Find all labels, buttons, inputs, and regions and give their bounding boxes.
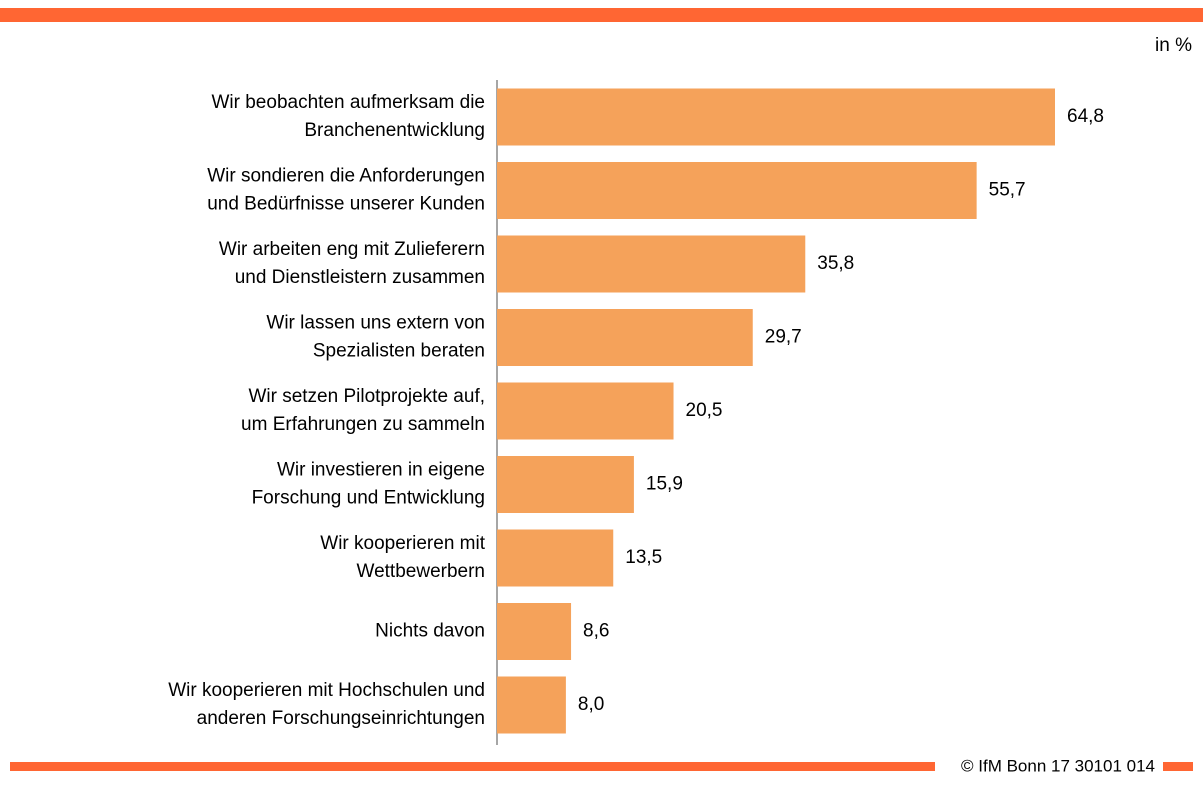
top-band	[0, 8, 1203, 22]
value-label: 8,6	[583, 621, 609, 642]
bar	[497, 309, 753, 366]
bottom-band	[10, 762, 935, 771]
value-label: 8,0	[578, 694, 604, 715]
bar	[497, 529, 614, 587]
bottom-band-end	[1163, 762, 1193, 771]
value-label: 64,8	[1067, 106, 1104, 127]
category-label: Wir arbeiten eng mit Zulieferern und Dien…	[219, 239, 485, 288]
bar	[497, 603, 572, 660]
value-label: 35,8	[817, 253, 854, 274]
bar	[497, 88, 1055, 146]
category-label: Wir kooperieren mit Hochschulen und ander…	[168, 680, 485, 729]
value-label: 15,9	[646, 474, 683, 495]
category-label: Wir beobachten aufmerksam die Branchenent…	[211, 92, 485, 141]
category-label: Wir setzen Pilotprojekte auf, um Erfahrun…	[241, 386, 485, 435]
unit-label: in %	[1155, 35, 1192, 56]
category-label: Wir sondieren die Anforderungen und Bedür…	[207, 166, 485, 215]
value-label: 20,5	[686, 400, 723, 421]
bar	[497, 676, 566, 734]
category-label: Wir investieren in eigene Forschung und E…	[252, 460, 485, 509]
value-label: 13,5	[625, 547, 662, 568]
bar	[497, 382, 674, 440]
category-label: Wir kooperieren mit Wettbewerbern	[320, 533, 485, 582]
bar	[497, 456, 634, 513]
value-label: 55,7	[989, 180, 1026, 201]
footer: © IfM Bonn 17 30101 014	[961, 756, 1155, 775]
bar	[497, 162, 977, 219]
value-label: 29,7	[765, 327, 802, 348]
category-label: Nichts davon	[375, 621, 485, 642]
bar	[497, 235, 806, 293]
category-label: Wir lassen uns extern von Spezialisten be…	[266, 313, 485, 362]
